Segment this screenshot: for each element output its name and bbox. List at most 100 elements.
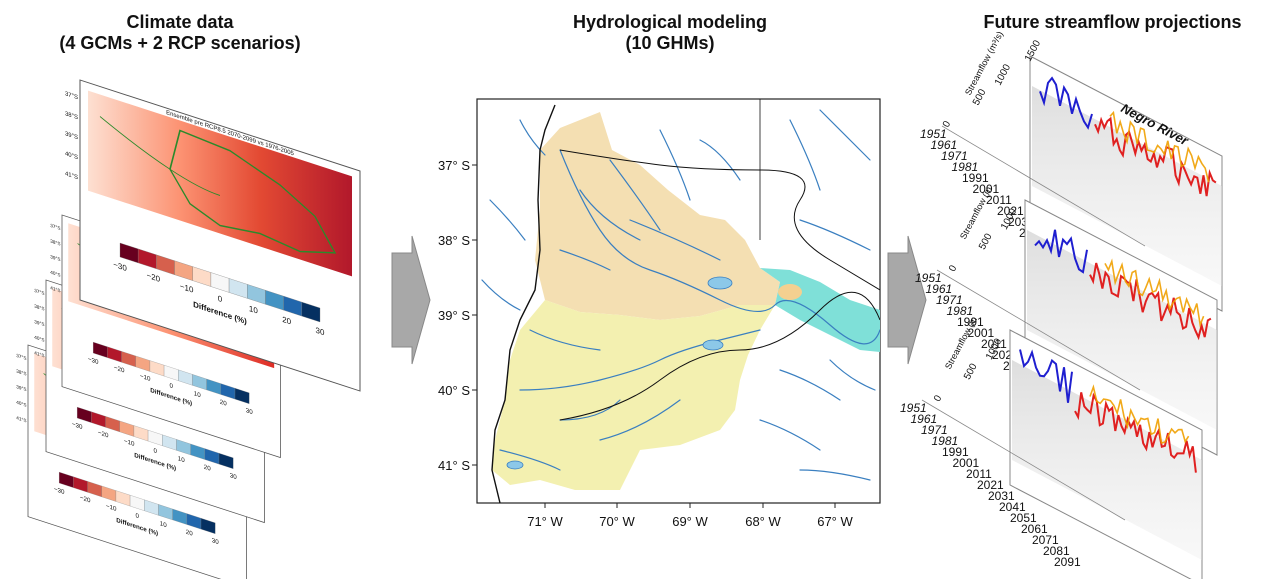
historical-streamflow-line bbox=[1034, 229, 1088, 274]
legend-tick: 20 bbox=[220, 399, 227, 408]
hydro-lat-label: 39° S bbox=[438, 308, 470, 323]
climate-lat-label: 39°S bbox=[34, 319, 44, 328]
hydro-subtitle: (10 GHMs) bbox=[625, 33, 715, 53]
streamflow-y-tick: 0 bbox=[932, 393, 945, 403]
time-axis bbox=[936, 269, 1141, 391]
time-axis bbox=[921, 399, 1126, 521]
year-label: 2011 bbox=[981, 337, 1007, 351]
legend-tick: −30 bbox=[54, 486, 65, 496]
legend-tick: 10 bbox=[194, 390, 201, 399]
streamflow-uncertainty-band bbox=[1012, 360, 1202, 560]
climate-lat-label: 38°S bbox=[16, 368, 26, 377]
climate-lat-label: 41°S bbox=[16, 415, 26, 424]
future-title: Future streamflow projections bbox=[983, 12, 1242, 32]
streamflow-y-tick: 500 bbox=[962, 361, 980, 381]
year-label: 2001 bbox=[953, 456, 980, 470]
year-label: 2021 bbox=[977, 478, 1004, 492]
legend-tick: 10 bbox=[249, 304, 258, 316]
streamflow-y-tick: 1500 bbox=[1023, 38, 1043, 63]
climate-lat-label: 39°S bbox=[16, 384, 26, 393]
climate-heading: Climate data (4 GCMs + 2 RCP scenarios) bbox=[30, 12, 330, 54]
borders bbox=[491, 99, 880, 503]
hydro-heading: Hydrological modeling (10 GHMs) bbox=[520, 12, 820, 54]
future-heading: Future streamflow projections bbox=[955, 12, 1270, 33]
year-label: 1981 bbox=[947, 304, 974, 318]
climate-lat-label: 41°S bbox=[50, 285, 60, 294]
climate-basin-outline bbox=[169, 129, 337, 254]
year-label: 1961 bbox=[931, 138, 958, 152]
legend-tick: 20 bbox=[186, 529, 193, 538]
year-label: 1971 bbox=[921, 423, 948, 437]
hydro-map: 37° S 38° S 39° S 40° S 41° S 71° W 70° W 69° … bbox=[438, 98, 881, 529]
future-streamflow-line-red bbox=[1074, 392, 1197, 473]
hydro-lon-label: 67° W bbox=[817, 514, 853, 529]
future-streamflow-line-red bbox=[1089, 262, 1212, 341]
arrow-hydro-to-future bbox=[887, 235, 927, 365]
future-streamflow-line-orange bbox=[1109, 110, 1210, 183]
year-label: 2031 bbox=[988, 489, 1015, 503]
streamflow-uncertainty-band bbox=[1027, 230, 1217, 430]
climate-lat-label: 37°S bbox=[65, 90, 78, 101]
year-label: 2051 bbox=[1010, 511, 1037, 525]
legend-tick: 0 bbox=[169, 382, 173, 390]
legend-tick: 10 bbox=[160, 520, 167, 529]
climate-lat-label: 39°S bbox=[65, 130, 78, 141]
year-label: 2011 bbox=[966, 467, 992, 481]
legend-tick: 30 bbox=[230, 472, 237, 481]
climate-lat-label: 37°S bbox=[50, 223, 60, 232]
climate-subtitle: (4 GCMs + 2 RCP scenarios) bbox=[59, 33, 301, 53]
climate-lat-label: 41°S bbox=[65, 170, 78, 181]
year-label: 1951 bbox=[920, 127, 947, 141]
climate-lat-label: 37°S bbox=[34, 288, 44, 297]
hydro-lon-label: 70° W bbox=[599, 514, 635, 529]
streamflow-y-tick: 0 bbox=[947, 263, 960, 273]
year-label: 1971 bbox=[941, 149, 968, 163]
streamflow-y-label: Streamflow (m³/s) bbox=[963, 30, 1005, 97]
time-axis bbox=[941, 125, 1146, 247]
hydro-lat-label: 37° S bbox=[438, 158, 470, 173]
hydro-lat-labels: 37° S 38° S 39° S 40° S 41° S bbox=[438, 158, 477, 473]
upper-basin bbox=[535, 112, 780, 320]
climate-lat-label: 38°S bbox=[65, 110, 78, 121]
legend-tick: 30 bbox=[316, 326, 325, 338]
streamflow-y-tick: 0 bbox=[941, 119, 954, 129]
legend-tick: 30 bbox=[246, 407, 253, 416]
streamflow-y-tick: 1000 bbox=[993, 62, 1013, 87]
year-label: 1951 bbox=[900, 401, 927, 415]
year-label: 2091 bbox=[1054, 555, 1081, 569]
year-label: 2041 bbox=[999, 500, 1026, 514]
legend-tick: −20 bbox=[80, 494, 91, 504]
legend-tick: 0 bbox=[135, 512, 139, 520]
legend-tick: −10 bbox=[106, 503, 117, 513]
legend-tick: −20 bbox=[98, 429, 109, 439]
year-label: 2071 bbox=[1032, 533, 1059, 547]
climate-lat-label: 40°S bbox=[50, 270, 60, 279]
legend-tick: 10 bbox=[178, 455, 185, 464]
river-network bbox=[481, 109, 880, 481]
year-label: 1961 bbox=[911, 412, 938, 426]
hydro-lat-label: 40° S bbox=[438, 383, 470, 398]
legend-tick: 0 bbox=[218, 294, 223, 304]
future-streamflow-line-orange bbox=[1104, 258, 1205, 328]
year-label: 1971 bbox=[936, 293, 963, 307]
year-label: 1961 bbox=[926, 282, 953, 296]
future-streamflow-line-red bbox=[1094, 116, 1217, 197]
historical-streamflow-line bbox=[1039, 76, 1093, 130]
legend-tick: −30 bbox=[88, 356, 99, 366]
hydro-lat-label: 38° S bbox=[438, 233, 470, 248]
year-label: 2081 bbox=[1043, 544, 1070, 558]
streamflow-y-tick: 500 bbox=[977, 231, 995, 251]
historical-streamflow-line bbox=[1019, 349, 1073, 403]
year-label: 1991 bbox=[962, 171, 989, 185]
climate-lat-label: 41°S bbox=[34, 350, 44, 359]
legend-tick: −20 bbox=[114, 364, 125, 374]
legend-tick: 20 bbox=[282, 315, 291, 327]
year-label: 2061 bbox=[1021, 522, 1048, 536]
future-streamflow-line-orange bbox=[1089, 384, 1190, 444]
climate-title: Climate data bbox=[126, 12, 234, 32]
year-label: 1981 bbox=[932, 434, 959, 448]
climate-heatmap bbox=[88, 90, 352, 277]
